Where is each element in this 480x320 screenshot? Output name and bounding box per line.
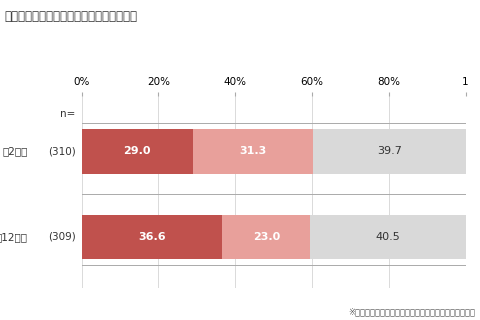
Text: 36.6: 36.6 (138, 232, 166, 242)
Text: ※認知計（「内容まで知っていた」＋「言葉の名前は聴: ※認知計（「内容まで知っていた」＋「言葉の名前は聴 (348, 308, 475, 317)
Bar (313, 129, 466, 174)
Text: (309): (309) (48, 232, 76, 242)
Bar (82, 215, 222, 259)
Text: 31.3: 31.3 (240, 147, 267, 156)
Bar (82, 129, 193, 174)
Bar (311, 215, 466, 259)
Text: 29.0: 29.0 (123, 147, 151, 156)
Text: 23.0: 23.0 (252, 232, 280, 242)
Text: n=: n= (60, 109, 76, 119)
Text: 年2月）: 年2月） (2, 147, 28, 156)
Bar (222, 215, 311, 259)
Text: (310): (310) (48, 147, 76, 156)
Text: 「オヤカク」の認知度（企業／単一回答）: 「オヤカク」の認知度（企業／単一回答） (5, 10, 138, 23)
Text: 39.7: 39.7 (377, 147, 402, 156)
Bar (193, 129, 313, 174)
Text: 年12月）: 年12月） (0, 232, 28, 242)
Text: 40.5: 40.5 (376, 232, 401, 242)
